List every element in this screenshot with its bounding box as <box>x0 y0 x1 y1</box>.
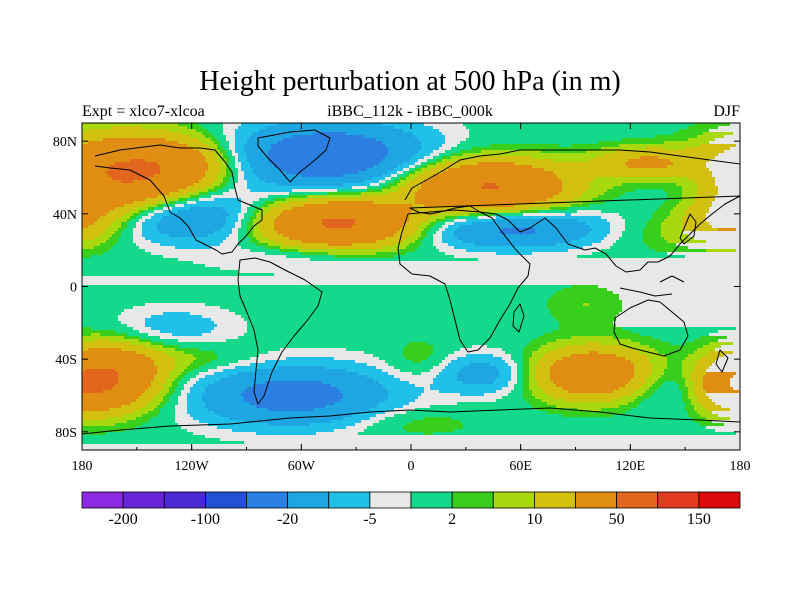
field-level-11 <box>82 126 736 420</box>
lat-tick-label: 0 <box>70 281 77 296</box>
colorbar-swatch <box>287 491 330 509</box>
field-level-6 <box>142 123 610 435</box>
period-label: iBBC_112k - iBBC_000k <box>327 103 493 120</box>
colorbar-swatch <box>410 491 453 509</box>
japan-coast <box>679 213 697 245</box>
colorbar-swatch <box>451 491 494 509</box>
coastlines <box>82 129 740 435</box>
colorbar-label: 10 <box>526 511 542 528</box>
experiment-label: Expt = xlco7-xlcoa <box>82 103 205 120</box>
lon-tick-label: 120W <box>175 459 210 474</box>
lat-tick-label: 80S <box>55 426 77 441</box>
colorbar-label: -20 <box>277 511 298 528</box>
new-zealand-coast <box>715 349 729 373</box>
colorbar-label: -100 <box>191 511 220 528</box>
colorbar-label: 150 <box>687 511 711 528</box>
colorbar: -200 -100 -20 -5 2 10 50 150 <box>81 491 741 528</box>
colorbar-swatch <box>492 491 535 509</box>
lon-tick-label: 180 <box>72 459 93 474</box>
map-title: Height perturbation at 500 hPa (in m) <box>199 66 620 97</box>
colorbar-label: 50 <box>609 511 625 528</box>
australia-coast <box>613 299 689 357</box>
lat-tick-label: 80N <box>53 135 77 150</box>
colorbar-swatch <box>533 491 576 509</box>
colorbar-swatch <box>575 491 618 509</box>
eurasia-coast <box>404 149 740 273</box>
longitude-axis: 180 120W 60W 0 60E 120E 180 <box>72 123 751 474</box>
field-level-13 <box>82 159 499 393</box>
lat-tick-label: 40N <box>53 208 77 223</box>
lon-tick-label: 60E <box>509 459 532 474</box>
field-level-8 <box>82 123 736 444</box>
colorbar-label: 2 <box>448 511 456 528</box>
colorbar-swatch <box>246 491 289 509</box>
madagascar-coast <box>512 303 525 333</box>
africa-coast <box>397 209 531 353</box>
colorbar-swatch <box>616 491 659 509</box>
latitude-axis: 80N 40N 0 40S 80S <box>53 135 740 441</box>
colorbar-label: -200 <box>108 511 137 528</box>
season-label: DJF <box>713 103 740 120</box>
south-america-coast <box>237 257 323 405</box>
colorbar-swatch <box>122 491 165 509</box>
colorbar-swatch <box>657 491 700 509</box>
colorbar-swatch <box>328 491 371 509</box>
north-america-coast <box>94 144 263 255</box>
colorbar-swatch <box>698 491 741 509</box>
colorbar-swatch <box>81 491 124 509</box>
lat-tick-label: 40S <box>55 353 77 368</box>
indonesia-coast <box>619 275 685 297</box>
map-panel <box>81 122 741 451</box>
colorbar-swatch <box>204 491 247 509</box>
colorbar-swatch <box>163 491 206 509</box>
greenland-coast <box>257 129 331 183</box>
lon-tick-label: 0 <box>408 459 415 474</box>
antarctica-coast <box>82 407 740 435</box>
colorbar-label: -5 <box>363 511 376 528</box>
lon-tick-label: 180 <box>730 459 751 474</box>
lon-tick-label: 60W <box>288 459 316 474</box>
colorbar-swatch <box>369 491 412 509</box>
lon-tick-label: 120E <box>616 459 646 474</box>
field-level-12 <box>82 138 739 411</box>
